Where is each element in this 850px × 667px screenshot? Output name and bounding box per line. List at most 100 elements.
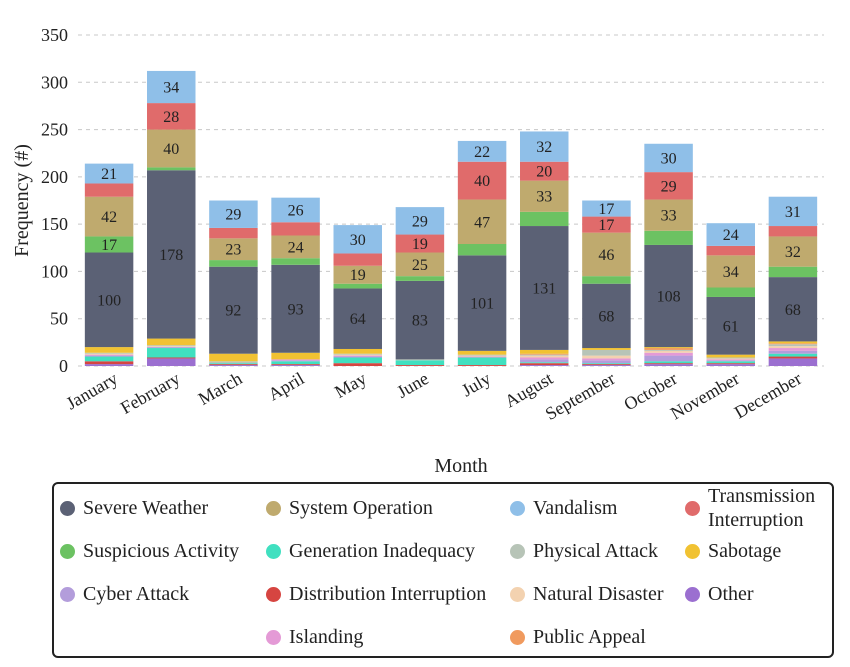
bar-value-label: 19: [412, 236, 428, 253]
x-tick-label: March: [195, 368, 246, 409]
bar-segment-transmission-interruption: [706, 245, 755, 256]
bar-segment-islanding: [271, 359, 320, 361]
legend-swatch-icon: [60, 500, 75, 516]
legend-item: Severe Weather: [60, 496, 208, 520]
bar-value-label: 68: [785, 302, 801, 319]
bar-segment-physical-attack: [706, 357, 755, 359]
legend-swatch-icon: [266, 543, 281, 559]
bar-segment-distribution-interruption: [395, 365, 445, 366]
bar-segment-transmission-interruption: [644, 172, 693, 200]
bar-value-label: 93: [288, 301, 304, 318]
bar-segment-physical-attack: [333, 353, 382, 355]
bar-segment-cyber-attack: [644, 355, 693, 362]
bar-segment-generation-inadequacy: [147, 348, 196, 358]
x-tick-label: June: [393, 368, 432, 402]
bar-segment-transmission-interruption: [520, 161, 569, 181]
bar-segment-system-operation: [582, 232, 631, 277]
bar-segment-distribution-interruption: [333, 363, 382, 366]
bar-segment-physical-attack: [84, 352, 134, 354]
legend-item: Vandalism: [510, 496, 617, 520]
bar-value-label: 40: [163, 141, 179, 158]
bar-segment-suspicious-activity: [768, 266, 818, 278]
bar-segment-transmission-interruption: [582, 216, 631, 233]
legend-label: Vandalism: [533, 497, 618, 519]
bar-value-label: 100: [97, 292, 121, 309]
bar-segment-cyber-attack: [333, 356, 382, 358]
y-tick-label: 200: [41, 167, 68, 187]
legend-swatch-icon: [510, 586, 525, 602]
bar-segment-islanding: [768, 348, 818, 351]
bar-segment-suspicious-activity: [457, 244, 507, 256]
bar-segment-suspicious-activity: [706, 287, 755, 297]
bar-segment-severe-weather: [209, 266, 258, 354]
bar-value-label: 23: [225, 242, 241, 259]
bar-segment-physical-attack: [582, 349, 631, 356]
bar-segment-transmission-interruption: [457, 161, 507, 200]
bar-segment-physical-attack: [520, 354, 569, 356]
bar-segment-natural-disaster: [457, 355, 507, 357]
bar-segment-public-appeal: [520, 353, 569, 355]
bar-value-label: 42: [101, 209, 117, 226]
bar-segment-suspicious-activity: [644, 230, 693, 245]
x-axis-title: Month: [434, 455, 487, 477]
bar-segment-suspicious-activity: [84, 236, 134, 253]
bar-segment-other: [768, 358, 818, 366]
bar-segment-distribution-interruption: [147, 357, 196, 359]
bar-segment-severe-weather: [644, 244, 693, 348]
legend-label: Suspicious Activity: [83, 540, 240, 562]
legend-swatch-icon: [266, 586, 281, 602]
bar-segment-vandalism: [395, 207, 445, 235]
bar-segment-distribution-interruption: [644, 363, 693, 365]
chart-legend: Severe Weather System Operation Vandalism T…: [52, 482, 834, 658]
y-axis-title: Frequency (#): [11, 144, 33, 257]
bar-segment-cyber-attack: [582, 360, 631, 364]
bar-segment-system-operation: [209, 238, 258, 261]
legend-label: Islanding: [289, 626, 364, 648]
bar-segment-islanding: [333, 355, 382, 357]
bar-segment-vandalism: [209, 200, 258, 228]
bar-value-label: 30: [661, 150, 677, 167]
legend-swatch-icon: [60, 586, 75, 602]
bar-segment-severe-weather: [582, 283, 631, 349]
bar-segment-islanding: [706, 359, 755, 361]
chart-plot-area: 0 50 100 150 200 250 300 350 100 178 92 93 64 83 101 13…: [11, 25, 824, 477]
bar-segment-vandalism: [520, 131, 569, 162]
bar-value-label: 22: [474, 144, 490, 161]
bar-segment-generation-inadequacy: [395, 360, 445, 366]
bar-segment-public-appeal: [644, 348, 693, 350]
legend-swatch-icon: [685, 500, 700, 516]
bar-segment-vandalism: [706, 223, 755, 246]
bar-segment-sabotage: [333, 348, 382, 354]
bar-value-label: 68: [598, 308, 614, 325]
bar-segment-physical-attack: [395, 359, 445, 361]
bar-segment-distribution-interruption: [768, 356, 818, 359]
x-tick-label: April: [265, 368, 308, 404]
y-tick-label: 50: [50, 309, 68, 329]
bar-segment-generation-inadequacy: [333, 357, 382, 364]
bar-value-label: 24: [723, 227, 739, 244]
legend-swatch-icon: [510, 543, 525, 559]
legend-item: Distribution Interruption: [266, 582, 486, 606]
bar-segment-generation-inadequacy: [644, 361, 693, 364]
legend-swatch-icon: [60, 543, 75, 559]
legend-item: Transmission Interruption: [685, 484, 815, 532]
bar-value-label: 21: [101, 166, 117, 183]
bar-segment-cyber-attack: [84, 355, 134, 357]
bar-segment-suspicious-activity: [209, 260, 258, 267]
bar-segment-cyber-attack: [520, 359, 569, 363]
bar-segment-other: [520, 365, 569, 366]
bar-value-label: 19: [350, 267, 366, 284]
bar-segment-distribution-interruption: [706, 363, 755, 365]
bar-segment-sabotage: [582, 348, 631, 350]
y-tick-label: 150: [41, 214, 68, 234]
legend-item: Suspicious Activity: [60, 539, 239, 563]
bar-segment-severe-weather: [271, 264, 320, 353]
bar-segment-system-operation: [768, 236, 818, 267]
bar-value-label: 31: [785, 204, 801, 221]
bar-value-label: 28: [163, 109, 179, 126]
bar-segment-natural-disaster: [582, 355, 631, 359]
bar-segment-system-operation: [520, 180, 569, 212]
bar-value-label: 24: [288, 239, 304, 256]
x-tick-label: May: [331, 368, 370, 402]
